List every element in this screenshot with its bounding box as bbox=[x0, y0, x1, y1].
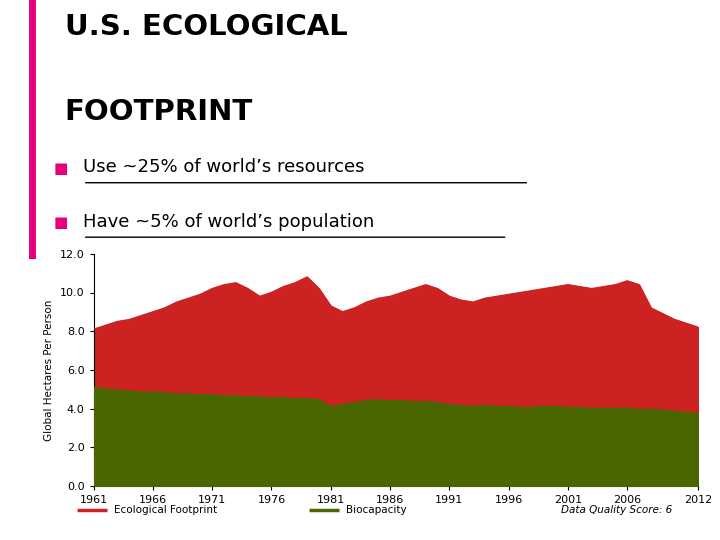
Text: Biocapacity: Biocapacity bbox=[346, 505, 406, 515]
Text: Have ~5% of world’s population: Have ~5% of world’s population bbox=[83, 213, 374, 231]
Y-axis label: Global Hectares Per Person: Global Hectares Per Person bbox=[44, 299, 54, 441]
Text: FOOTPRINT: FOOTPRINT bbox=[65, 98, 253, 126]
Text: U.S. ECOLOGICAL: U.S. ECOLOGICAL bbox=[65, 13, 348, 41]
Text: ■: ■ bbox=[54, 215, 68, 230]
Text: Data Quality Score: 6: Data Quality Score: 6 bbox=[561, 505, 672, 515]
Text: Ecological Footprint: Ecological Footprint bbox=[114, 505, 217, 515]
Text: Use ~25% of world’s resources: Use ~25% of world’s resources bbox=[83, 158, 364, 176]
Text: ■: ■ bbox=[54, 161, 68, 176]
